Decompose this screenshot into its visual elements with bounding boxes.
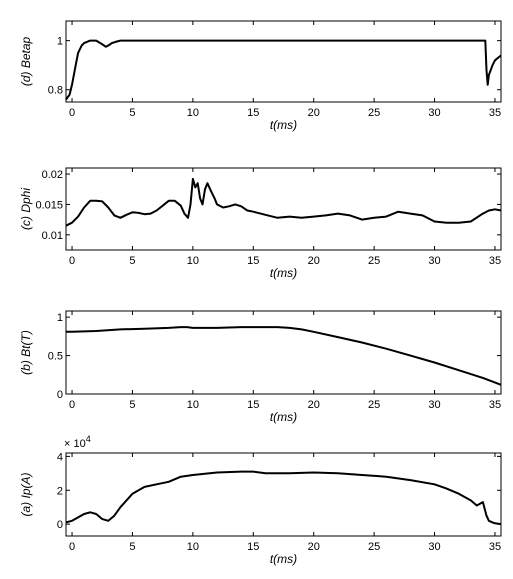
x-tick-label: 15	[247, 399, 259, 411]
y-tick-label: 2	[57, 485, 63, 497]
x-tick-label: 0	[69, 255, 75, 267]
x-tick-label: 5	[129, 399, 135, 411]
plot-frame	[65, 452, 502, 537]
exponent-power: 4	[86, 434, 91, 444]
y-tick-label: 1	[57, 312, 63, 324]
x-axis-label: t(ms)	[270, 410, 297, 424]
x-tick-label: 10	[187, 541, 199, 553]
x-tick-label: 15	[247, 541, 259, 553]
x-tick-label: 30	[428, 399, 440, 411]
series-line	[65, 470, 502, 526]
x-axis-label: t(ms)	[270, 118, 297, 132]
exponent-base: × 10	[64, 438, 86, 450]
y-tick-label: 0.8	[48, 85, 63, 97]
x-tick-label: 20	[308, 541, 320, 553]
y-axis-label: (b) Bt(T)	[19, 330, 33, 375]
chart-panel-1: 0 5 10 15 20 25 30 35 0.8 1 t(ms) (d) Betap	[19, 20, 502, 132]
plot-frame	[65, 310, 502, 395]
chart-panel-4: 0 5 10 15 20 25 30 35 0 2 4 t(ms) (a) Ip(A) × 104	[19, 434, 502, 566]
x-tick-label: 30	[428, 107, 440, 119]
x-tick-label: 10	[187, 255, 199, 267]
x-tick-label: 35	[489, 541, 501, 553]
series-line	[65, 39, 502, 101]
x-tick-label: 5	[129, 541, 135, 553]
x-tick-label: 20	[308, 399, 320, 411]
x-axis-label: t(ms)	[270, 552, 297, 566]
y-tick-label: 1	[57, 36, 63, 48]
y-tick-label: 0	[57, 389, 63, 401]
x-tick-label: 0	[69, 541, 75, 553]
x-tick-label: 35	[489, 399, 501, 411]
x-tick-label: 5	[129, 107, 135, 119]
x-tick-label: 25	[368, 107, 380, 119]
y-tick-label: 4	[57, 451, 63, 463]
x-tick-label: 15	[247, 255, 259, 267]
x-tick-label: 25	[368, 399, 380, 411]
y-tick-label: 0.02	[42, 169, 63, 181]
chart-panel-3: 0 5 10 15 20 25 30 35 0 0.5 1 t(ms) (b) Bt(T)	[19, 310, 502, 424]
x-tick-label: 30	[428, 541, 440, 553]
y-tick-label: 0	[57, 519, 63, 531]
y-tick-label: 0.5	[48, 351, 63, 363]
y-tick-label: 0.01	[42, 230, 63, 242]
x-tick-label: 25	[368, 541, 380, 553]
x-tick-label: 15	[247, 107, 259, 119]
x-tick-label: 10	[187, 399, 199, 411]
x-tick-label: 35	[489, 107, 501, 119]
chart-panel-2: 0 5 10 15 20 25 30 35 0.01 0.015 0.02 t(ms) (c) Dphi	[19, 167, 502, 280]
x-tick-label: 25	[368, 255, 380, 267]
x-tick-label: 20	[308, 107, 320, 119]
x-tick-label: 30	[428, 255, 440, 267]
x-tick-label: 20	[308, 255, 320, 267]
x-tick-label: 5	[129, 255, 135, 267]
y-axis-label: (d) Betap	[19, 36, 33, 86]
y-tick-label: 0.015	[35, 199, 63, 211]
y-axis-label: (c) Dphi	[19, 188, 33, 230]
exponent-label: × 104	[64, 434, 91, 450]
x-tick-label: 10	[187, 107, 199, 119]
x-tick-label: 0	[69, 107, 75, 119]
x-tick-label: 0	[69, 399, 75, 411]
x-tick-label: 35	[489, 255, 501, 267]
plot-frame	[65, 167, 502, 251]
series-line	[65, 177, 502, 227]
plot-frame	[65, 20, 502, 103]
x-axis-label: t(ms)	[270, 266, 297, 280]
y-axis-label: (a) Ip(A)	[19, 472, 33, 516]
series-line	[66, 326, 502, 386]
